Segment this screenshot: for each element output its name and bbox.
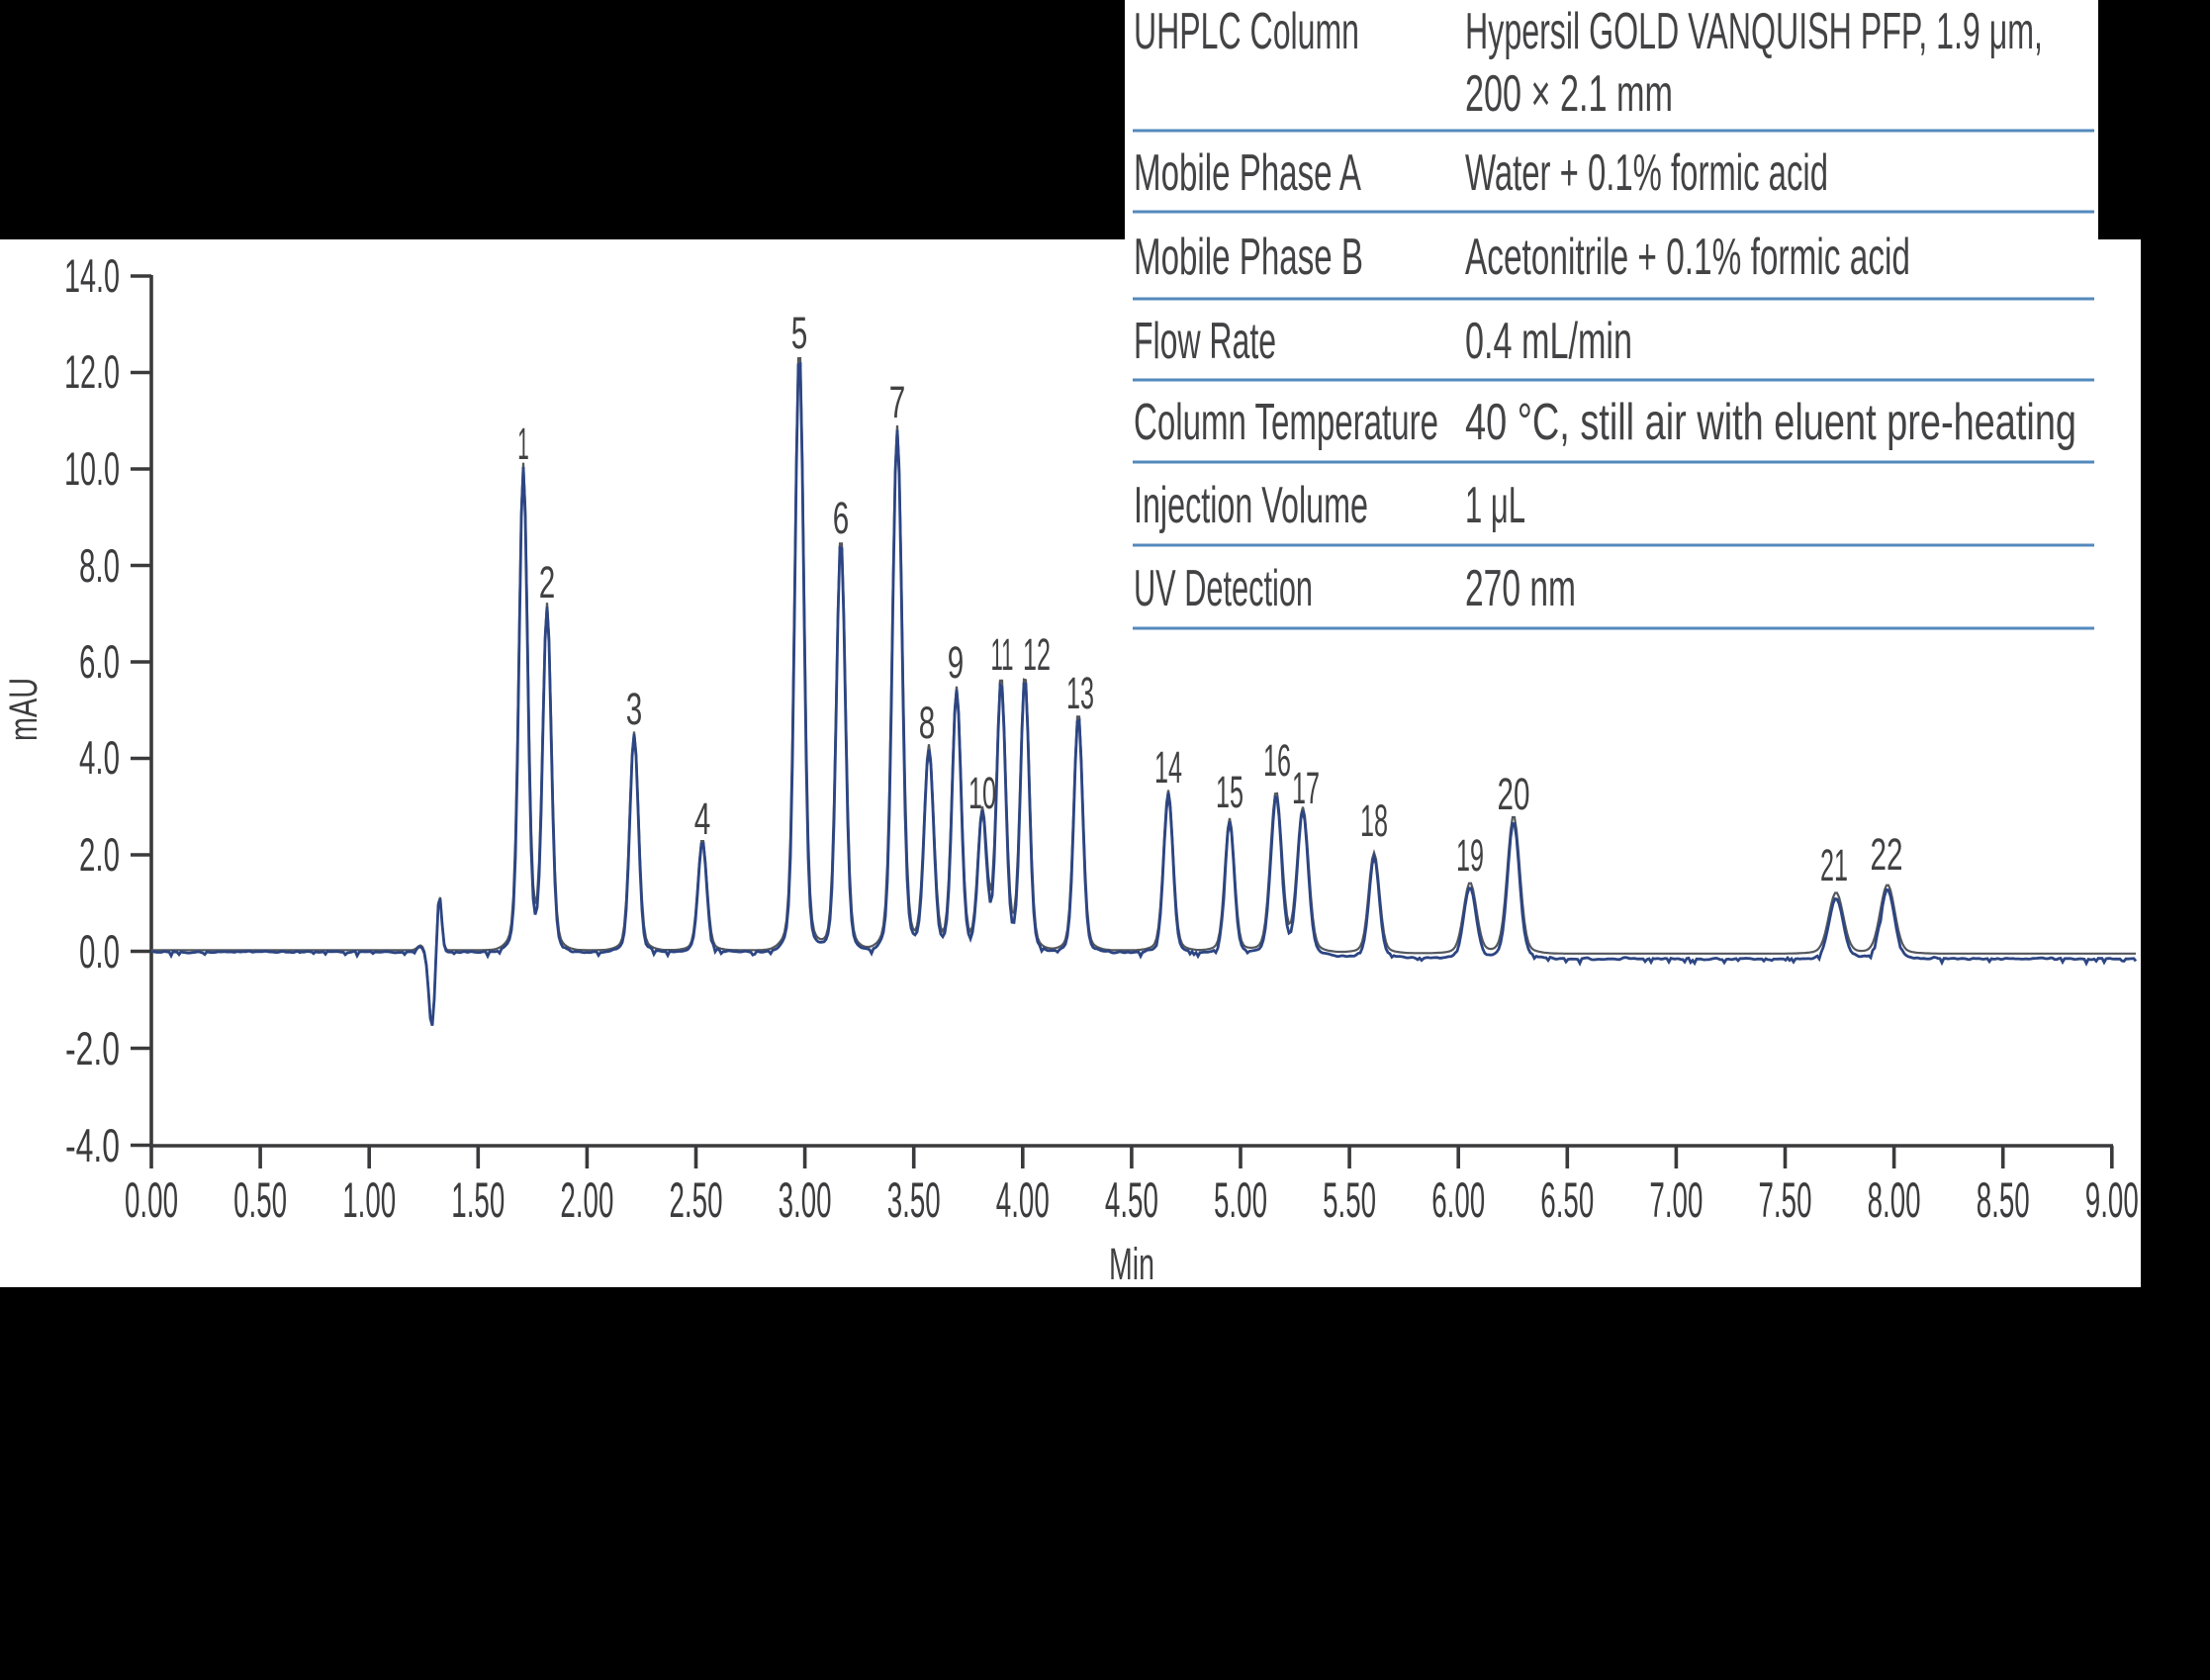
svg-text:7.50: 7.50 xyxy=(1759,1172,1812,1228)
svg-text:22: 22 xyxy=(1871,829,1903,880)
svg-text:-2.0: -2.0 xyxy=(65,1022,120,1074)
svg-text:3.00: 3.00 xyxy=(779,1172,832,1228)
svg-text:8.0: 8.0 xyxy=(79,539,120,592)
svg-text:9: 9 xyxy=(948,637,965,688)
svg-text:12: 12 xyxy=(1023,629,1051,680)
svg-text:Mobile Phase B: Mobile Phase B xyxy=(1134,229,1363,286)
svg-text:21: 21 xyxy=(1820,840,1848,890)
svg-text:1: 1 xyxy=(517,419,529,469)
svg-text:18: 18 xyxy=(1360,795,1388,846)
svg-text:Column Temperature: Column Temperature xyxy=(1134,394,1438,451)
svg-text:15: 15 xyxy=(1216,767,1243,817)
svg-text:6.00: 6.00 xyxy=(1431,1172,1485,1228)
svg-text:Flow Rate: Flow Rate xyxy=(1134,313,1276,370)
svg-text:10.0: 10.0 xyxy=(64,442,120,495)
svg-text:4.00: 4.00 xyxy=(996,1172,1050,1228)
svg-text:14: 14 xyxy=(1154,742,1182,793)
svg-text:5.50: 5.50 xyxy=(1323,1172,1376,1228)
svg-text:200 × 2.1 mm: 200 × 2.1 mm xyxy=(1465,65,1673,123)
svg-text:1.50: 1.50 xyxy=(451,1172,505,1228)
svg-text:1.00: 1.00 xyxy=(342,1172,396,1228)
svg-text:12.0: 12.0 xyxy=(64,345,120,398)
svg-text:2: 2 xyxy=(539,557,556,607)
svg-text:0.4 mL/min: 0.4 mL/min xyxy=(1465,313,1632,370)
svg-text:mAU: mAU xyxy=(2,678,46,741)
svg-text:UV Detection: UV Detection xyxy=(1134,560,1313,617)
svg-text:3: 3 xyxy=(626,684,643,734)
svg-text:20: 20 xyxy=(1498,769,1530,819)
svg-text:Acetonitrile + 0.1% formic aci: Acetonitrile + 0.1% formic acid xyxy=(1465,229,1910,286)
svg-text:4.0: 4.0 xyxy=(79,731,120,784)
svg-text:17: 17 xyxy=(1292,763,1320,813)
svg-text:8.00: 8.00 xyxy=(1868,1172,1921,1228)
svg-text:2.50: 2.50 xyxy=(670,1172,723,1228)
svg-text:1 μL: 1 μL xyxy=(1465,477,1525,534)
svg-text:16: 16 xyxy=(1263,735,1291,786)
svg-text:19: 19 xyxy=(1456,830,1484,881)
svg-text:0.00: 0.00 xyxy=(125,1172,178,1228)
svg-text:6.50: 6.50 xyxy=(1540,1172,1594,1228)
svg-text:14.0: 14.0 xyxy=(64,249,120,302)
svg-text:2.0: 2.0 xyxy=(79,828,120,881)
svg-text:6.0: 6.0 xyxy=(79,635,120,688)
svg-text:-4.0: -4.0 xyxy=(65,1119,120,1171)
svg-text:5: 5 xyxy=(791,308,808,358)
svg-text:UHPLC Column: UHPLC Column xyxy=(1134,3,1359,60)
svg-text:0.0: 0.0 xyxy=(79,925,120,978)
svg-text:7: 7 xyxy=(889,377,906,427)
svg-text:2.00: 2.00 xyxy=(560,1172,613,1228)
svg-text:11: 11 xyxy=(991,629,1014,680)
svg-text:8: 8 xyxy=(919,698,936,748)
svg-text:Water + 0.1% formic acid: Water + 0.1% formic acid xyxy=(1465,144,1828,202)
svg-text:10: 10 xyxy=(968,768,996,818)
svg-text:5.00: 5.00 xyxy=(1214,1172,1267,1228)
svg-text:Min: Min xyxy=(1109,1239,1154,1289)
svg-text:4: 4 xyxy=(694,793,711,844)
svg-text:Injection Volume: Injection Volume xyxy=(1134,477,1368,534)
svg-text:Mobile Phase A: Mobile Phase A xyxy=(1134,144,1361,202)
svg-text:40 °C, still air with eluent p: 40 °C, still air with eluent pre-heating xyxy=(1465,394,2076,451)
svg-text:7.00: 7.00 xyxy=(1649,1172,1703,1228)
svg-text:8.50: 8.50 xyxy=(1977,1172,2030,1228)
svg-text:4.50: 4.50 xyxy=(1105,1172,1158,1228)
svg-text:0.50: 0.50 xyxy=(233,1172,287,1228)
svg-text:13: 13 xyxy=(1066,668,1094,718)
svg-text:9.00: 9.00 xyxy=(2085,1172,2139,1228)
svg-text:270 nm: 270 nm xyxy=(1465,560,1576,617)
svg-text:6: 6 xyxy=(833,493,850,543)
svg-text:3.50: 3.50 xyxy=(887,1172,941,1228)
svg-text:Hypersil GOLD VANQUISH PFP, 1.: Hypersil GOLD VANQUISH PFP, 1.9 μm, xyxy=(1465,3,2043,60)
